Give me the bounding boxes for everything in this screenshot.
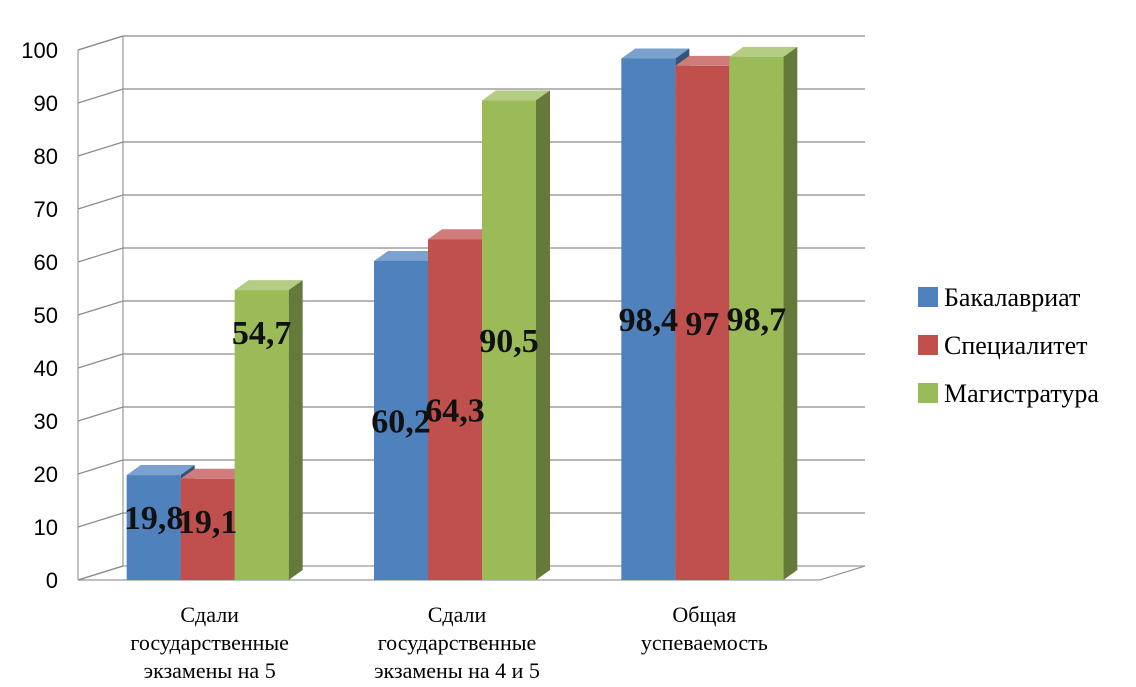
- gridline-side: [77, 247, 124, 263]
- bar-top-face: [675, 55, 744, 66]
- data-label: 60,2: [371, 403, 431, 440]
- category-label: Общая: [672, 602, 736, 627]
- data-label: 54,7: [232, 315, 292, 352]
- data-label: 98,4: [619, 302, 679, 339]
- y-tick-label: 80: [34, 144, 58, 169]
- gridline-side: [77, 459, 124, 475]
- y-tick-label: 10: [34, 515, 58, 540]
- data-label: 90,5: [479, 323, 539, 360]
- gridline-side: [77, 300, 124, 316]
- legend-label: Специалитет: [944, 331, 1088, 360]
- category-label: экзамены на 4 и 5: [374, 658, 540, 683]
- bar: [482, 90, 550, 580]
- bar-top-face: [126, 465, 195, 476]
- bar-side-face: [536, 90, 550, 580]
- bar-front-face: [374, 260, 428, 580]
- legend-item: Магистратура: [918, 379, 1099, 408]
- bar-front-face: [675, 65, 730, 580]
- bar-front-face: [126, 475, 181, 580]
- data-label: 19,8: [124, 500, 184, 537]
- y-tick-label: 100: [21, 38, 58, 63]
- bar-top-face: [234, 280, 303, 291]
- bars: [126, 46, 798, 581]
- bar-front-face: [234, 290, 289, 580]
- y-tick-label: 0: [46, 568, 58, 593]
- bar-front-face: [729, 56, 784, 580]
- data-label: 64,3: [425, 393, 485, 430]
- bar: [234, 280, 303, 580]
- data-label: 98,7: [727, 301, 787, 338]
- gridline-side: [77, 141, 124, 157]
- legend-label: Бакалавриат: [944, 283, 1080, 312]
- bar-side-face: [288, 280, 303, 580]
- bar-top-face: [482, 90, 550, 101]
- bar-side-face: [783, 46, 798, 580]
- y-tick-label: 40: [34, 356, 58, 381]
- bar-front-face: [482, 100, 536, 580]
- legend-item: Специалитет: [918, 331, 1088, 360]
- bar-front-face: [180, 478, 235, 580]
- legend-swatch: [918, 287, 938, 307]
- bar-top-face: [180, 468, 249, 479]
- category-label: экзамены на 5: [144, 658, 276, 683]
- y-tick-label: 30: [34, 409, 58, 434]
- category-labels: Сдали государственные экзамены на 5 Сдали го…: [130, 602, 767, 683]
- data-label: 97: [685, 306, 719, 343]
- gridline-side: [77, 88, 124, 104]
- gridline-side: [77, 194, 124, 210]
- gridline-side: [77, 406, 124, 422]
- y-tick-label: 60: [34, 250, 58, 275]
- category-label: государственные: [378, 630, 537, 655]
- category-label: успеваемость: [641, 630, 768, 655]
- y-tick-label: 20: [34, 462, 58, 487]
- y-tick-label: 90: [34, 91, 58, 116]
- legend-swatch: [918, 383, 938, 403]
- bar-top-face: [374, 250, 442, 261]
- bar-front-face: [621, 58, 676, 581]
- gridline-side: [77, 353, 124, 369]
- gridline-side: [77, 35, 124, 51]
- bar-top-face: [428, 229, 496, 240]
- category-label: Сдали: [180, 602, 239, 627]
- category-label: государственные: [130, 630, 289, 655]
- bar: [729, 46, 798, 580]
- legend-swatch: [918, 335, 938, 355]
- legend-item: Бакалавриат: [918, 283, 1080, 312]
- y-tick-label: 70: [34, 197, 58, 222]
- bar-front-face: [428, 239, 482, 580]
- category-label: Сдали: [428, 602, 487, 627]
- gridline-side: [77, 565, 124, 581]
- bar-top-face: [621, 48, 690, 59]
- bar-top-face: [729, 46, 798, 57]
- legend-label: Магистратура: [944, 379, 1099, 408]
- data-labels: 19,819,1 54,7 60,264,3 90,5 98,4 97 98,7: [124, 301, 786, 540]
- data-label: 19,1: [178, 504, 238, 541]
- legend: Бакалавриат Специалитет Магистратура: [918, 283, 1099, 408]
- y-tick-label: 50: [34, 303, 58, 328]
- y-axis-tick-labels: 0 10 20 30 40 50 60 70 80 90 100: [21, 38, 58, 593]
- gridline-side: [77, 512, 124, 528]
